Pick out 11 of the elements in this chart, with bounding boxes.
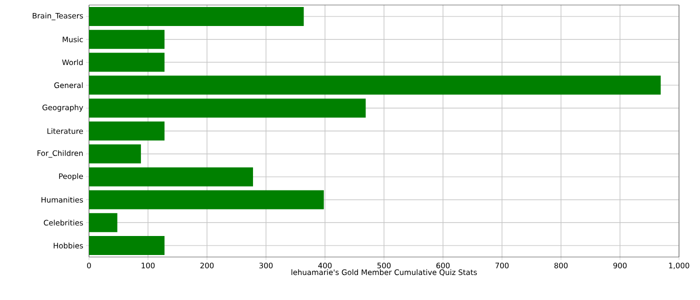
bar	[89, 236, 165, 256]
bar	[89, 30, 165, 49]
bar	[89, 98, 366, 118]
bar	[89, 52, 165, 72]
bar	[89, 190, 324, 210]
bar	[89, 6, 304, 26]
bar	[89, 213, 118, 232]
bar	[89, 144, 141, 164]
bar	[89, 167, 254, 186]
bar	[89, 76, 661, 95]
bar	[89, 122, 165, 140]
